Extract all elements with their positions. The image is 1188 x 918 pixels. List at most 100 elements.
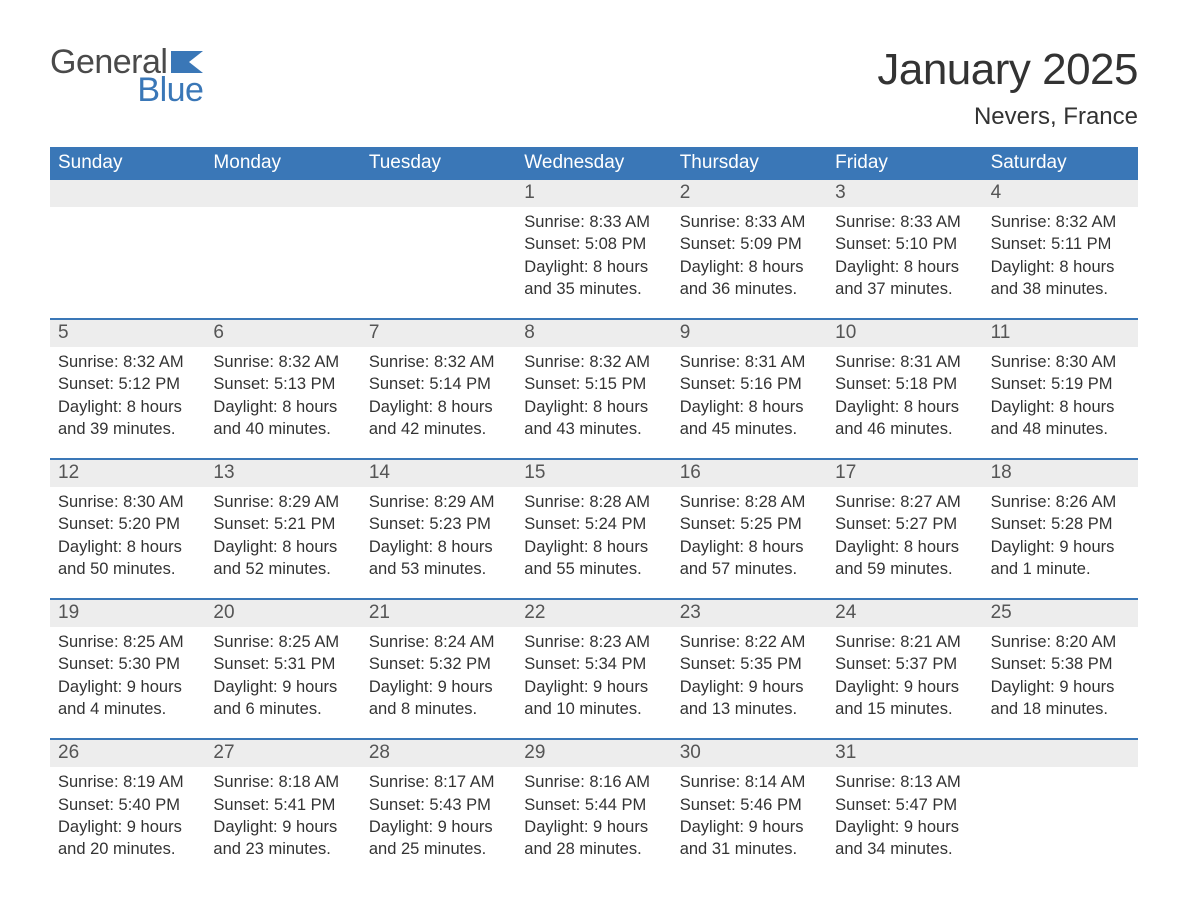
day-cell: Sunrise: 8:33 AMSunset: 5:08 PMDaylight:… xyxy=(516,207,671,318)
day-number: 19 xyxy=(50,600,205,627)
day-cell xyxy=(205,207,360,318)
sunrise-line: Sunrise: 8:20 AM xyxy=(991,631,1130,653)
day-cell: Sunrise: 8:28 AMSunset: 5:25 PMDaylight:… xyxy=(672,487,827,598)
sunrise-line: Sunrise: 8:29 AM xyxy=(213,491,352,513)
day-cell: Sunrise: 8:22 AMSunset: 5:35 PMDaylight:… xyxy=(672,627,827,738)
day-cell: Sunrise: 8:32 AMSunset: 5:12 PMDaylight:… xyxy=(50,347,205,458)
daylight-line: Daylight: 9 hours and 31 minutes. xyxy=(680,816,819,861)
daylight-line: Daylight: 8 hours and 40 minutes. xyxy=(213,396,352,441)
sunset-line: Sunset: 5:34 PM xyxy=(524,653,663,675)
day-cell: Sunrise: 8:23 AMSunset: 5:34 PMDaylight:… xyxy=(516,627,671,738)
sunset-line: Sunset: 5:25 PM xyxy=(680,513,819,535)
brand-logo: General Blue xyxy=(50,45,203,107)
day-number: 2 xyxy=(672,180,827,207)
day-cell: Sunrise: 8:30 AMSunset: 5:20 PMDaylight:… xyxy=(50,487,205,598)
month-title: January 2025 xyxy=(877,45,1138,95)
day-cell: Sunrise: 8:32 AMSunset: 5:13 PMDaylight:… xyxy=(205,347,360,458)
day-cell: Sunrise: 8:33 AMSunset: 5:10 PMDaylight:… xyxy=(827,207,982,318)
sunset-line: Sunset: 5:44 PM xyxy=(524,794,663,816)
sunset-line: Sunset: 5:47 PM xyxy=(835,794,974,816)
weekday-header: SundayMondayTuesdayWednesdayThursdayFrid… xyxy=(50,147,1138,180)
sunset-line: Sunset: 5:16 PM xyxy=(680,373,819,395)
sunrise-line: Sunrise: 8:32 AM xyxy=(213,351,352,373)
day-number: 24 xyxy=(827,600,982,627)
day-number: 30 xyxy=(672,740,827,767)
sunset-line: Sunset: 5:09 PM xyxy=(680,233,819,255)
sunset-line: Sunset: 5:40 PM xyxy=(58,794,197,816)
day-number: 21 xyxy=(361,600,516,627)
sunrise-line: Sunrise: 8:31 AM xyxy=(680,351,819,373)
daylight-line: Daylight: 9 hours and 1 minute. xyxy=(991,536,1130,581)
daylight-line: Daylight: 9 hours and 4 minutes. xyxy=(58,676,197,721)
day-number xyxy=(983,740,1138,767)
daylight-line: Daylight: 8 hours and 36 minutes. xyxy=(680,256,819,301)
day-number xyxy=(361,180,516,207)
day-number: 9 xyxy=(672,320,827,347)
daylight-line: Daylight: 9 hours and 6 minutes. xyxy=(213,676,352,721)
weekday-sunday: Sunday xyxy=(50,147,205,180)
day-cell: Sunrise: 8:31 AMSunset: 5:18 PMDaylight:… xyxy=(827,347,982,458)
sunset-line: Sunset: 5:27 PM xyxy=(835,513,974,535)
sunrise-line: Sunrise: 8:13 AM xyxy=(835,771,974,793)
sunset-line: Sunset: 5:18 PM xyxy=(835,373,974,395)
daylight-line: Daylight: 8 hours and 50 minutes. xyxy=(58,536,197,581)
day-number: 4 xyxy=(983,180,1138,207)
daylight-line: Daylight: 8 hours and 57 minutes. xyxy=(680,536,819,581)
sunset-line: Sunset: 5:10 PM xyxy=(835,233,974,255)
daylight-line: Daylight: 8 hours and 39 minutes. xyxy=(58,396,197,441)
day-cell: Sunrise: 8:17 AMSunset: 5:43 PMDaylight:… xyxy=(361,767,516,878)
brand-word-2: Blue xyxy=(124,73,203,107)
sunrise-line: Sunrise: 8:29 AM xyxy=(369,491,508,513)
day-number xyxy=(205,180,360,207)
day-number: 31 xyxy=(827,740,982,767)
day-cell: Sunrise: 8:16 AMSunset: 5:44 PMDaylight:… xyxy=(516,767,671,878)
daylight-line: Daylight: 9 hours and 10 minutes. xyxy=(524,676,663,721)
sunrise-line: Sunrise: 8:26 AM xyxy=(991,491,1130,513)
day-number: 5 xyxy=(50,320,205,347)
daylight-line: Daylight: 8 hours and 48 minutes. xyxy=(991,396,1130,441)
day-number: 17 xyxy=(827,460,982,487)
sunset-line: Sunset: 5:12 PM xyxy=(58,373,197,395)
sunset-line: Sunset: 5:13 PM xyxy=(213,373,352,395)
sunrise-line: Sunrise: 8:25 AM xyxy=(213,631,352,653)
day-number: 23 xyxy=(672,600,827,627)
sunset-line: Sunset: 5:15 PM xyxy=(524,373,663,395)
sunset-line: Sunset: 5:41 PM xyxy=(213,794,352,816)
day-cell: Sunrise: 8:31 AMSunset: 5:16 PMDaylight:… xyxy=(672,347,827,458)
day-number: 6 xyxy=(205,320,360,347)
day-number: 20 xyxy=(205,600,360,627)
day-number: 12 xyxy=(50,460,205,487)
day-cell: Sunrise: 8:27 AMSunset: 5:27 PMDaylight:… xyxy=(827,487,982,598)
day-number: 16 xyxy=(672,460,827,487)
sunrise-line: Sunrise: 8:16 AM xyxy=(524,771,663,793)
sunrise-line: Sunrise: 8:25 AM xyxy=(58,631,197,653)
day-cell: Sunrise: 8:33 AMSunset: 5:09 PMDaylight:… xyxy=(672,207,827,318)
sunrise-line: Sunrise: 8:27 AM xyxy=(835,491,974,513)
day-cell: Sunrise: 8:26 AMSunset: 5:28 PMDaylight:… xyxy=(983,487,1138,598)
sunset-line: Sunset: 5:24 PM xyxy=(524,513,663,535)
day-number: 22 xyxy=(516,600,671,627)
day-number: 14 xyxy=(361,460,516,487)
sunrise-line: Sunrise: 8:24 AM xyxy=(369,631,508,653)
day-number: 8 xyxy=(516,320,671,347)
daylight-line: Daylight: 9 hours and 20 minutes. xyxy=(58,816,197,861)
sunset-line: Sunset: 5:21 PM xyxy=(213,513,352,535)
sunrise-line: Sunrise: 8:17 AM xyxy=(369,771,508,793)
day-cell: Sunrise: 8:21 AMSunset: 5:37 PMDaylight:… xyxy=(827,627,982,738)
sunset-line: Sunset: 5:23 PM xyxy=(369,513,508,535)
sunrise-line: Sunrise: 8:22 AM xyxy=(680,631,819,653)
sunrise-line: Sunrise: 8:19 AM xyxy=(58,771,197,793)
sunset-line: Sunset: 5:46 PM xyxy=(680,794,819,816)
daylight-line: Daylight: 8 hours and 35 minutes. xyxy=(524,256,663,301)
day-cell: Sunrise: 8:18 AMSunset: 5:41 PMDaylight:… xyxy=(205,767,360,878)
sunrise-line: Sunrise: 8:30 AM xyxy=(991,351,1130,373)
location: Nevers, France xyxy=(877,103,1138,131)
daylight-line: Daylight: 8 hours and 53 minutes. xyxy=(369,536,508,581)
day-number: 3 xyxy=(827,180,982,207)
day-cell: Sunrise: 8:24 AMSunset: 5:32 PMDaylight:… xyxy=(361,627,516,738)
weekday-thursday: Thursday xyxy=(672,147,827,180)
daylight-line: Daylight: 9 hours and 15 minutes. xyxy=(835,676,974,721)
day-number: 1 xyxy=(516,180,671,207)
weekday-friday: Friday xyxy=(827,147,982,180)
sunrise-line: Sunrise: 8:23 AM xyxy=(524,631,663,653)
